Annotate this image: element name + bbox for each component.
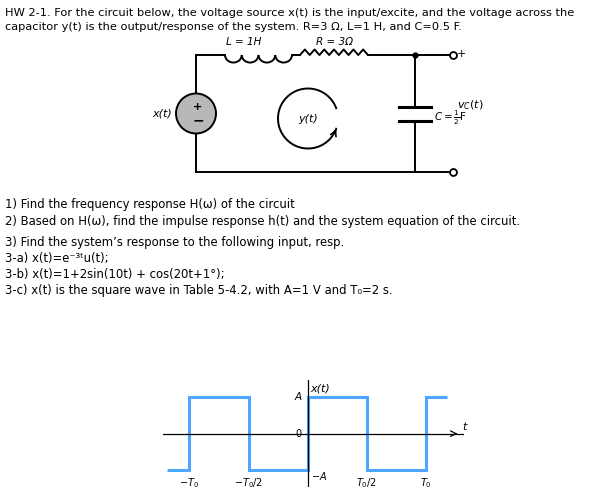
Text: $-A$: $-A$ bbox=[311, 471, 327, 483]
Text: 3-b) x(t)=1+2sin(10t) + cos(20t+1°);: 3-b) x(t)=1+2sin(10t) + cos(20t+1°); bbox=[5, 268, 225, 281]
Text: t: t bbox=[463, 422, 467, 432]
Text: HW 2-1. For the circuit below, the voltage source x(t) is the input/excite, and : HW 2-1. For the circuit below, the volta… bbox=[5, 8, 574, 18]
Text: capacitor y(t) is the output/response of the system. R=3 Ω, L=1 H, and C=0.5 F.: capacitor y(t) is the output/response of… bbox=[5, 22, 462, 32]
Text: 3) Find the system’s response to the following input, resp.: 3) Find the system’s response to the fol… bbox=[5, 236, 344, 249]
Text: $T_0/2$: $T_0/2$ bbox=[356, 476, 377, 490]
Text: +: + bbox=[194, 101, 203, 111]
Text: 3-a) x(t)=e⁻³ᵗu(t);: 3-a) x(t)=e⁻³ᵗu(t); bbox=[5, 252, 109, 265]
Text: 3-c) x(t) is the square wave in Table 5-4.2, with A=1 V and T₀=2 s.: 3-c) x(t) is the square wave in Table 5-… bbox=[5, 284, 393, 297]
Circle shape bbox=[176, 93, 216, 134]
Text: +: + bbox=[457, 49, 466, 59]
Text: −: − bbox=[192, 113, 204, 128]
Text: x(t): x(t) bbox=[152, 108, 172, 118]
Text: x(t): x(t) bbox=[310, 384, 330, 394]
Text: R = 3Ω: R = 3Ω bbox=[315, 37, 353, 47]
Text: $v_C(t)$: $v_C(t)$ bbox=[457, 99, 484, 112]
Text: y(t): y(t) bbox=[298, 113, 318, 123]
Text: A: A bbox=[295, 392, 302, 402]
Text: 0: 0 bbox=[295, 428, 302, 439]
Text: L = 1H: L = 1H bbox=[226, 37, 262, 47]
Text: $-T_0$: $-T_0$ bbox=[180, 476, 200, 490]
Text: 1) Find the frequency response H(ω) of the circuit: 1) Find the frequency response H(ω) of t… bbox=[5, 198, 295, 211]
Text: 2) Based on H(ω), find the impulse response h(t) and the system equation of the : 2) Based on H(ω), find the impulse respo… bbox=[5, 215, 520, 228]
Text: $-T_0/2$: $-T_0/2$ bbox=[234, 476, 263, 490]
Text: $C = \frac{1}{2}$F: $C = \frac{1}{2}$F bbox=[434, 108, 467, 127]
Text: $T_0$: $T_0$ bbox=[420, 476, 432, 490]
